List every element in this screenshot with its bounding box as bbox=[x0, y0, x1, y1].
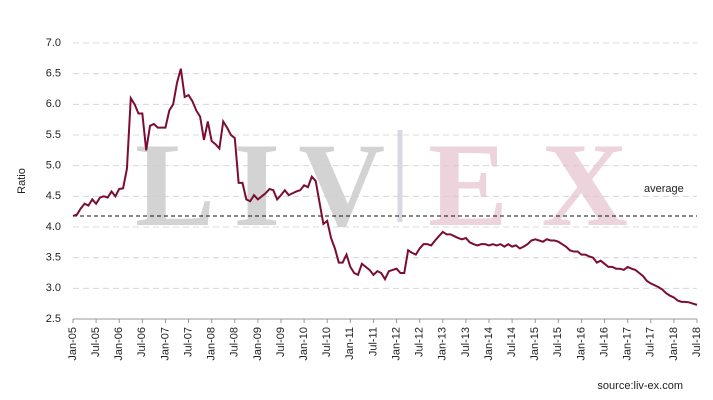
watermark-right: EX bbox=[428, 118, 628, 251]
x-tick-label: Jan-12 bbox=[390, 327, 402, 361]
x-tick-label: Jan-13 bbox=[437, 327, 449, 361]
x-tick-label: Jul-07 bbox=[182, 327, 194, 357]
x-tick-label: Jan-10 bbox=[298, 327, 310, 361]
data-line bbox=[72, 68, 698, 306]
y-tick-label: 5.5 bbox=[46, 129, 61, 141]
x-tick-label: Jul-14 bbox=[506, 327, 518, 357]
x-tick-label: Jul-06 bbox=[136, 327, 148, 357]
x-tick-label: Jul-16 bbox=[598, 327, 610, 357]
x-tick-label: Jul-05 bbox=[90, 327, 102, 357]
watermark-left: LIV bbox=[135, 118, 385, 251]
x-tick-label: Jul-08 bbox=[229, 327, 241, 357]
x-tick-label: Jan-09 bbox=[252, 327, 264, 361]
x-tick-label: Jan-18 bbox=[668, 327, 680, 361]
x-tick-label: Jul-15 bbox=[552, 327, 564, 357]
x-tick-label: Jan-15 bbox=[529, 327, 541, 361]
y-tick-label: 4.0 bbox=[46, 221, 61, 233]
x-tick-label: Jan-17 bbox=[622, 327, 634, 361]
average-label: average bbox=[644, 183, 684, 195]
y-tick-label: 4.5 bbox=[46, 190, 61, 202]
x-tick-label: Jul-11 bbox=[367, 327, 379, 356]
x-tick-label: Jul-17 bbox=[645, 327, 657, 357]
y-tick-label: 3.0 bbox=[46, 282, 61, 294]
x-tick-label: Jul-10 bbox=[321, 327, 333, 357]
x-tick-label: Jan-05 bbox=[67, 327, 79, 361]
y-tick-label: 5.0 bbox=[46, 160, 61, 172]
x-tick-label: Jan-14 bbox=[483, 327, 495, 361]
x-tick-label: Jul-09 bbox=[275, 327, 287, 357]
x-tick-label: Jul-18 bbox=[691, 327, 703, 357]
x-tick-label: Jul-12 bbox=[414, 327, 426, 357]
x-tick-label: Jan-08 bbox=[206, 327, 218, 361]
x-tick-label: Jan-06 bbox=[113, 327, 125, 361]
y-tick-label: 6.5 bbox=[46, 68, 61, 80]
x-tick-label: Jan-11 bbox=[344, 327, 356, 360]
x-tick-label: Jan-07 bbox=[159, 327, 171, 361]
y-tick-label: 7.0 bbox=[46, 37, 61, 49]
source: source:liv-ex.com bbox=[597, 380, 683, 392]
y-axis-label: Ratio bbox=[16, 168, 28, 194]
y-tick-label: 6.0 bbox=[46, 98, 61, 110]
x-tick-label: Jul-13 bbox=[460, 327, 472, 357]
y-tick-label: 3.5 bbox=[46, 252, 61, 264]
x-tick-label: Jan-16 bbox=[575, 327, 587, 361]
y-tick-label: 2.5 bbox=[46, 313, 61, 325]
